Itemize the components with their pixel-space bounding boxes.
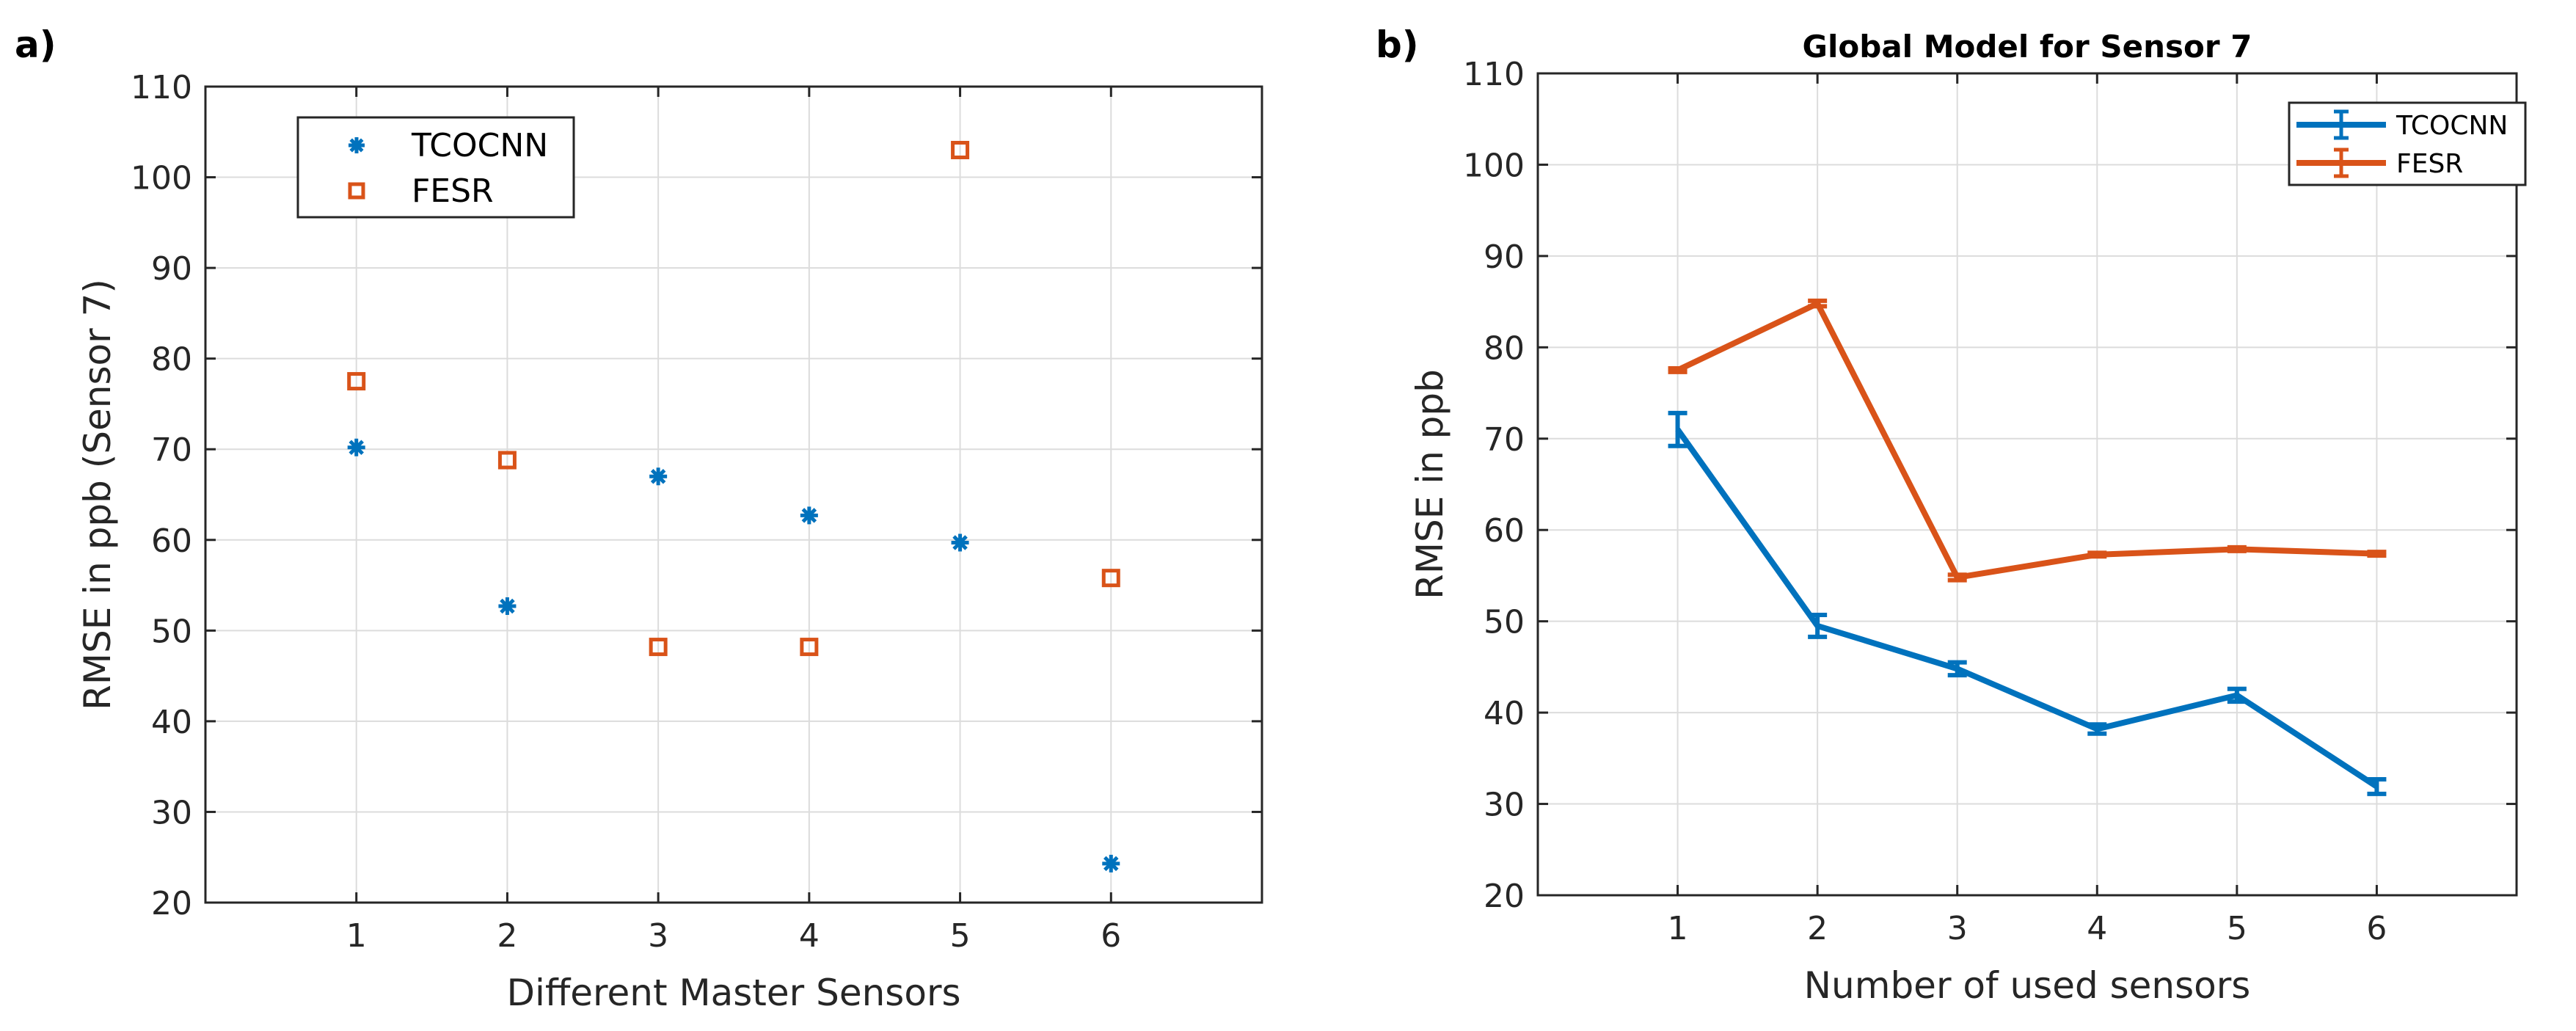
tcocnn-point-stroke bbox=[1103, 856, 1119, 872]
y-tick-label: 60 bbox=[151, 522, 192, 560]
legend-b: TCOCNN FESR bbox=[2288, 101, 2527, 186]
legend-marker-stroke bbox=[349, 138, 364, 153]
tcocnn-point-stroke bbox=[349, 440, 364, 456]
y-tick-label: 50 bbox=[1484, 604, 1525, 641]
fesr-errorbar bbox=[1947, 572, 1967, 583]
fesr-errorbar bbox=[2087, 550, 2107, 559]
tcocnn-errorbar bbox=[2087, 722, 2107, 736]
tcocnn-errorbar bbox=[1668, 410, 1687, 448]
fesr-errorbar bbox=[1668, 365, 1687, 374]
y-axis-label-a: RMSE in ppb (Sensor 7) bbox=[76, 279, 119, 710]
y-tick-label: 90 bbox=[1484, 238, 1525, 276]
x-tick-label: 5 bbox=[950, 917, 971, 955]
legend-label-tcocnn: TCOCNN bbox=[2396, 111, 2508, 141]
panel-label-b: b) bbox=[1376, 23, 1419, 66]
legend-marker-tcocnn bbox=[2296, 109, 2386, 140]
tcocnn-point bbox=[800, 506, 818, 525]
x-tick-label: 2 bbox=[1807, 910, 1828, 947]
fesr-line bbox=[1676, 300, 2377, 580]
x-tick-label: 2 bbox=[497, 917, 517, 955]
y-tick-label: 20 bbox=[151, 885, 192, 922]
tcocnn-errorbar bbox=[1808, 612, 1828, 639]
x-tick-label: 3 bbox=[1947, 910, 1968, 947]
fesr-point bbox=[497, 451, 517, 470]
fesr-point bbox=[951, 140, 970, 159]
y-tick-label: 40 bbox=[1484, 695, 1525, 732]
y-tick-label: 100 bbox=[131, 160, 192, 197]
y-tick-label: 90 bbox=[151, 250, 192, 288]
legend-label-fesr: FESR bbox=[2396, 149, 2463, 179]
tcocnn-point bbox=[649, 467, 668, 486]
legend-box-a bbox=[296, 116, 575, 219]
tcocnn-point-stroke bbox=[650, 469, 666, 484]
plot-area-frame-b bbox=[1536, 72, 2518, 897]
x-tick-label: 6 bbox=[2366, 910, 2387, 947]
y-tick-label: 30 bbox=[151, 794, 192, 831]
legend-marker-fesr bbox=[2296, 147, 2386, 178]
fesr-point bbox=[347, 372, 366, 391]
fesr-errorbar bbox=[1808, 298, 1828, 309]
gridlines-a bbox=[205, 86, 1262, 903]
y-tick-label: 100 bbox=[1463, 147, 1525, 184]
x-tick-label: 1 bbox=[346, 917, 367, 955]
y-tick-label: 110 bbox=[1463, 56, 1525, 93]
x-tick-label: 3 bbox=[648, 917, 668, 955]
tcocnn-errorbar bbox=[2367, 776, 2387, 796]
tcocnn-point bbox=[498, 597, 517, 615]
legend-marker-fesr bbox=[348, 182, 365, 200]
y-tick-label: 20 bbox=[1484, 878, 1525, 915]
legend-box-b bbox=[2288, 101, 2527, 186]
legend-marker-tcocnn bbox=[349, 137, 365, 153]
x-tick-label: 6 bbox=[1101, 917, 1121, 955]
chart-panel-a: 1 2 3 4 5 6 20 30 40 50 60 70 80 90 100 110 Different M… bbox=[76, 69, 1263, 1014]
legend-label-fesr: FESR bbox=[412, 172, 494, 210]
y-tick-label: 70 bbox=[151, 431, 192, 469]
y-tick-label: 80 bbox=[151, 341, 192, 379]
y-tick-label: 30 bbox=[1484, 787, 1525, 824]
y-tick-label: 80 bbox=[1484, 329, 1525, 367]
x-axis-label-b: Number of used sensors bbox=[1804, 964, 2251, 1007]
fesr-point bbox=[800, 638, 819, 657]
y-tick-label: 50 bbox=[151, 613, 192, 650]
tcocnn-point-stroke bbox=[801, 508, 817, 523]
ticks-b: 1 2 3 4 5 6 20 30 40 50 60 70 80 90 100 110 bbox=[1463, 56, 2517, 947]
data-marks-a bbox=[347, 140, 1120, 872]
x-tick-label: 4 bbox=[799, 917, 820, 955]
fesr-errorbar bbox=[2227, 544, 2247, 553]
gridlines-b bbox=[1538, 73, 2517, 896]
x-tick-label: 1 bbox=[1668, 910, 1688, 947]
legend-label-tcocnn: TCOCNN bbox=[411, 127, 548, 164]
y-tick-label: 40 bbox=[151, 704, 192, 741]
x-tick-label: 5 bbox=[2227, 910, 2247, 947]
y-tick-label: 110 bbox=[131, 69, 192, 106]
fesr-point bbox=[1101, 569, 1120, 588]
plot-area-frame-a bbox=[204, 85, 1263, 904]
fesr-point bbox=[649, 638, 668, 657]
tcocnn-errorbar bbox=[1947, 660, 1967, 678]
chart-panel-b: 1 2 3 4 5 6 20 30 40 50 60 70 80 90 100 110 Global Mode… bbox=[1409, 29, 2527, 1007]
data-marks-b bbox=[1668, 298, 2387, 796]
tcocnn-line bbox=[1675, 428, 2379, 790]
x-axis-label-a: Different Master Sensors bbox=[506, 972, 960, 1014]
y-tick-label: 70 bbox=[1484, 421, 1525, 459]
tcocnn-errorbar bbox=[2227, 686, 2247, 704]
ticks-a: 1 2 3 4 5 6 20 30 40 50 60 70 80 90 100 110 bbox=[131, 69, 1262, 955]
tcocnn-point-stroke bbox=[952, 535, 968, 550]
fesr-errorbar bbox=[2367, 550, 2387, 558]
y-tick-label: 60 bbox=[1484, 512, 1525, 550]
y-axis-label-b: RMSE in ppb bbox=[1409, 369, 1451, 600]
x-tick-label: 4 bbox=[2087, 910, 2107, 947]
tcocnn-point-stroke bbox=[500, 598, 515, 614]
panel-label-a: a) bbox=[15, 23, 56, 66]
tcocnn-point bbox=[951, 533, 969, 552]
tcocnn-point bbox=[1102, 854, 1120, 872]
legend-a: TCOCNN FESR bbox=[296, 116, 575, 219]
tcocnn-point bbox=[347, 438, 365, 456]
chart-title-b: Global Model for Sensor 7 bbox=[1803, 29, 2252, 65]
